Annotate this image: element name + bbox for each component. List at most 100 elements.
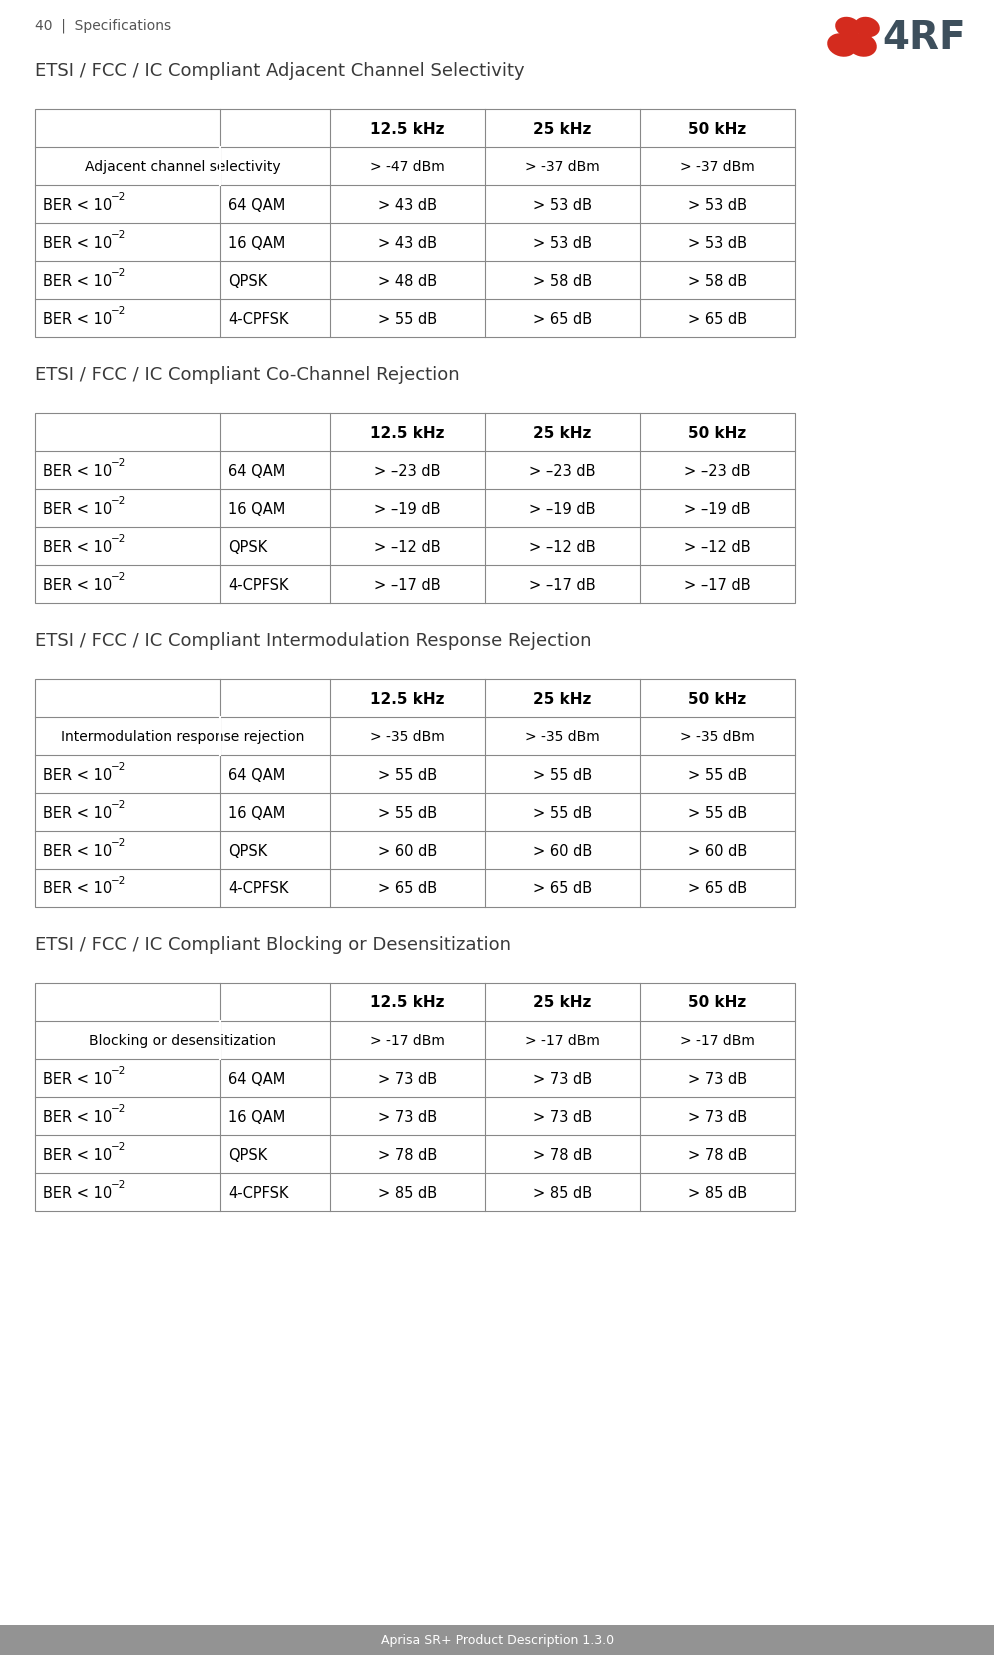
Text: BER < 10: BER < 10 xyxy=(43,578,112,592)
Bar xyxy=(35,983,794,1211)
Ellipse shape xyxy=(846,35,876,58)
Text: > 73 dB: > 73 dB xyxy=(533,1109,591,1124)
Text: 16 QAM: 16 QAM xyxy=(228,235,285,250)
Text: −2: −2 xyxy=(111,306,126,316)
Text: Intermodulation response rejection: Intermodulation response rejection xyxy=(61,730,304,743)
Text: 12.5 kHz: 12.5 kHz xyxy=(370,692,444,707)
Text: −2: −2 xyxy=(111,192,126,202)
Text: 64 QAM: 64 QAM xyxy=(228,766,285,783)
Text: > 53 dB: > 53 dB xyxy=(687,197,746,212)
Text: > –19 dB: > –19 dB xyxy=(374,501,440,516)
Text: 4RF: 4RF xyxy=(881,18,964,56)
Text: −2: −2 xyxy=(111,496,126,506)
Text: > 55 dB: > 55 dB xyxy=(378,766,436,783)
Text: > 73 dB: > 73 dB xyxy=(378,1109,436,1124)
Text: −2: −2 xyxy=(111,837,126,847)
Text: > 60 dB: > 60 dB xyxy=(378,842,436,857)
Text: −2: −2 xyxy=(111,761,126,771)
Text: −2: −2 xyxy=(111,571,126,581)
Text: > 73 dB: > 73 dB xyxy=(378,1071,436,1086)
Text: BER < 10: BER < 10 xyxy=(43,804,112,819)
Text: > -35 dBm: > -35 dBm xyxy=(680,730,754,743)
Text: 16 QAM: 16 QAM xyxy=(228,501,285,516)
Text: > 53 dB: > 53 dB xyxy=(533,235,591,250)
Text: > –23 dB: > –23 dB xyxy=(374,463,440,478)
Text: 12.5 kHz: 12.5 kHz xyxy=(370,425,444,440)
Text: > 53 dB: > 53 dB xyxy=(533,197,591,212)
Ellipse shape xyxy=(834,18,860,38)
Text: > –17 dB: > –17 dB xyxy=(529,578,595,592)
Text: > 58 dB: > 58 dB xyxy=(533,273,591,288)
Text: 12.5 kHz: 12.5 kHz xyxy=(370,995,444,1010)
Text: Aprisa SR+ Product Description 1.3.0: Aprisa SR+ Product Description 1.3.0 xyxy=(381,1633,613,1647)
Text: > 85 dB: > 85 dB xyxy=(378,1185,436,1200)
Text: −2: −2 xyxy=(111,533,126,544)
Text: −2: −2 xyxy=(111,1142,126,1152)
Text: > 78 dB: > 78 dB xyxy=(533,1147,591,1162)
Text: BER < 10: BER < 10 xyxy=(43,197,112,212)
Text: 50 kHz: 50 kHz xyxy=(688,121,746,136)
Text: > –17 dB: > –17 dB xyxy=(374,578,440,592)
Text: QPSK: QPSK xyxy=(228,842,267,857)
Text: ETSI / FCC / IC Compliant Intermodulation Response Rejection: ETSI / FCC / IC Compliant Intermodulatio… xyxy=(35,632,590,650)
Text: 16 QAM: 16 QAM xyxy=(228,1109,285,1124)
Text: > –19 dB: > –19 dB xyxy=(684,501,750,516)
Text: 4-CPFSK: 4-CPFSK xyxy=(228,880,288,895)
Text: > 73 dB: > 73 dB xyxy=(687,1109,746,1124)
Bar xyxy=(35,109,794,338)
Text: 4-CPFSK: 4-CPFSK xyxy=(228,578,288,592)
Text: Blocking or desensitization: Blocking or desensitization xyxy=(88,1033,275,1048)
Ellipse shape xyxy=(853,18,879,38)
Text: > -17 dBm: > -17 dBm xyxy=(679,1033,754,1048)
Text: > 48 dB: > 48 dB xyxy=(378,273,436,288)
Text: > 55 dB: > 55 dB xyxy=(378,804,436,819)
Text: −2: −2 xyxy=(111,1104,126,1114)
Text: > 43 dB: > 43 dB xyxy=(378,235,436,250)
Text: > 65 dB: > 65 dB xyxy=(533,880,591,895)
Text: QPSK: QPSK xyxy=(228,273,267,288)
Text: −2: −2 xyxy=(111,1066,126,1076)
Text: Adjacent channel selectivity: Adjacent channel selectivity xyxy=(84,161,280,174)
Text: BER < 10: BER < 10 xyxy=(43,273,112,288)
Text: BER < 10: BER < 10 xyxy=(43,766,112,783)
Text: > 78 dB: > 78 dB xyxy=(687,1147,746,1162)
Text: −2: −2 xyxy=(111,875,126,885)
Text: > 78 dB: > 78 dB xyxy=(378,1147,436,1162)
Text: > 55 dB: > 55 dB xyxy=(533,804,591,819)
Text: BER < 10: BER < 10 xyxy=(43,235,112,250)
Text: 4-CPFSK: 4-CPFSK xyxy=(228,1185,288,1200)
Text: > –19 dB: > –19 dB xyxy=(529,501,595,516)
Text: BER < 10: BER < 10 xyxy=(43,1071,112,1086)
Text: > 60 dB: > 60 dB xyxy=(687,842,746,857)
Text: > –23 dB: > –23 dB xyxy=(529,463,595,478)
Text: > 65 dB: > 65 dB xyxy=(378,880,436,895)
Text: BER < 10: BER < 10 xyxy=(43,880,112,895)
Text: > -17 dBm: > -17 dBm xyxy=(370,1033,444,1048)
Text: 12.5 kHz: 12.5 kHz xyxy=(370,121,444,136)
Text: −2: −2 xyxy=(111,799,126,809)
Bar xyxy=(0,1625,994,1655)
Text: 40  |  Specifications: 40 | Specifications xyxy=(35,18,171,33)
Text: > 65 dB: > 65 dB xyxy=(533,311,591,326)
Text: 64 QAM: 64 QAM xyxy=(228,463,285,478)
Text: 64 QAM: 64 QAM xyxy=(228,1071,285,1086)
Text: > 58 dB: > 58 dB xyxy=(687,273,746,288)
Text: > –12 dB: > –12 dB xyxy=(684,540,750,554)
Text: 4-CPFSK: 4-CPFSK xyxy=(228,311,288,326)
Text: 16 QAM: 16 QAM xyxy=(228,804,285,819)
Text: > 55 dB: > 55 dB xyxy=(687,766,746,783)
Text: 50 kHz: 50 kHz xyxy=(688,995,746,1010)
Ellipse shape xyxy=(826,35,856,58)
Text: > –12 dB: > –12 dB xyxy=(374,540,440,554)
Text: > -37 dBm: > -37 dBm xyxy=(525,161,599,174)
Text: BER < 10: BER < 10 xyxy=(43,540,112,554)
Text: > 73 dB: > 73 dB xyxy=(687,1071,746,1086)
Text: 50 kHz: 50 kHz xyxy=(688,425,746,440)
Text: −2: −2 xyxy=(111,268,126,278)
Text: > 55 dB: > 55 dB xyxy=(378,311,436,326)
Text: > 65 dB: > 65 dB xyxy=(687,311,746,326)
Text: > -37 dBm: > -37 dBm xyxy=(680,161,754,174)
Bar xyxy=(35,414,794,604)
Text: BER < 10: BER < 10 xyxy=(43,842,112,857)
Text: BER < 10: BER < 10 xyxy=(43,311,112,326)
